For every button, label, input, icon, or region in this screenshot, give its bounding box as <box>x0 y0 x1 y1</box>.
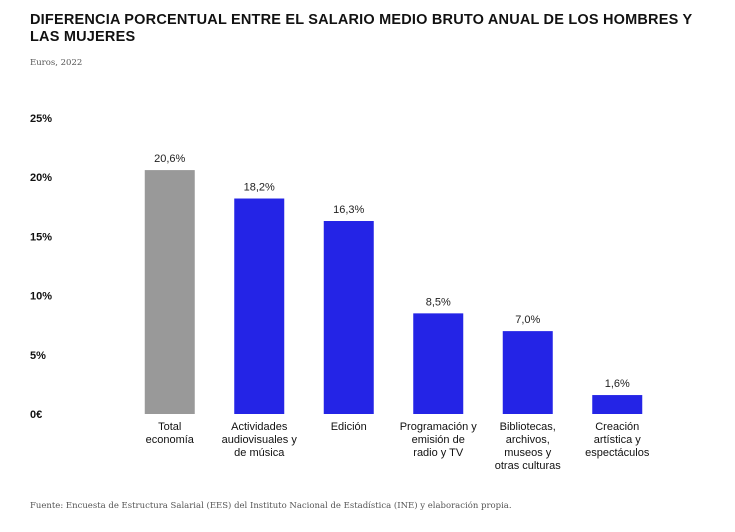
y-tick-label: 15% <box>30 231 52 243</box>
bar <box>234 198 285 414</box>
data-label: 20,6% <box>154 153 185 165</box>
bar <box>413 313 464 414</box>
y-tick-label: 0€ <box>30 409 42 421</box>
chart-subtitle: Euros, 2022 <box>30 58 83 68</box>
y-tick-label: 20% <box>30 172 52 184</box>
source-note: Fuente: Encuesta de Estructura Salarial … <box>30 501 512 511</box>
y-tick-label: 25% <box>30 113 52 125</box>
data-label: 18,2% <box>244 182 275 194</box>
data-label: 16,3% <box>333 204 364 216</box>
bar <box>323 221 374 414</box>
bar <box>144 170 195 414</box>
data-label: 7,0% <box>515 314 540 326</box>
x-tick-label: Programación y emisión de radio y TV <box>400 421 478 459</box>
bar <box>592 395 643 414</box>
data-label: 8,5% <box>426 296 451 308</box>
x-tick-label: Creación artística y espectáculos <box>585 421 650 459</box>
data-label: 1,6% <box>605 378 630 390</box>
x-tick-label: Bibliotecas, archivos, museos y otras cultu… <box>495 421 562 472</box>
y-tick-label: 5% <box>30 350 46 362</box>
bar <box>502 331 553 414</box>
chart-title: DIFERENCIA PORCENTUAL ENTRE EL SALARIO M… <box>30 12 693 45</box>
x-tick-label: Total economía <box>146 421 195 446</box>
x-tick-label: Edición <box>331 421 367 433</box>
y-tick-label: 10% <box>30 291 52 303</box>
x-tick-label: Actividades audiovisuales y de música <box>222 421 298 459</box>
